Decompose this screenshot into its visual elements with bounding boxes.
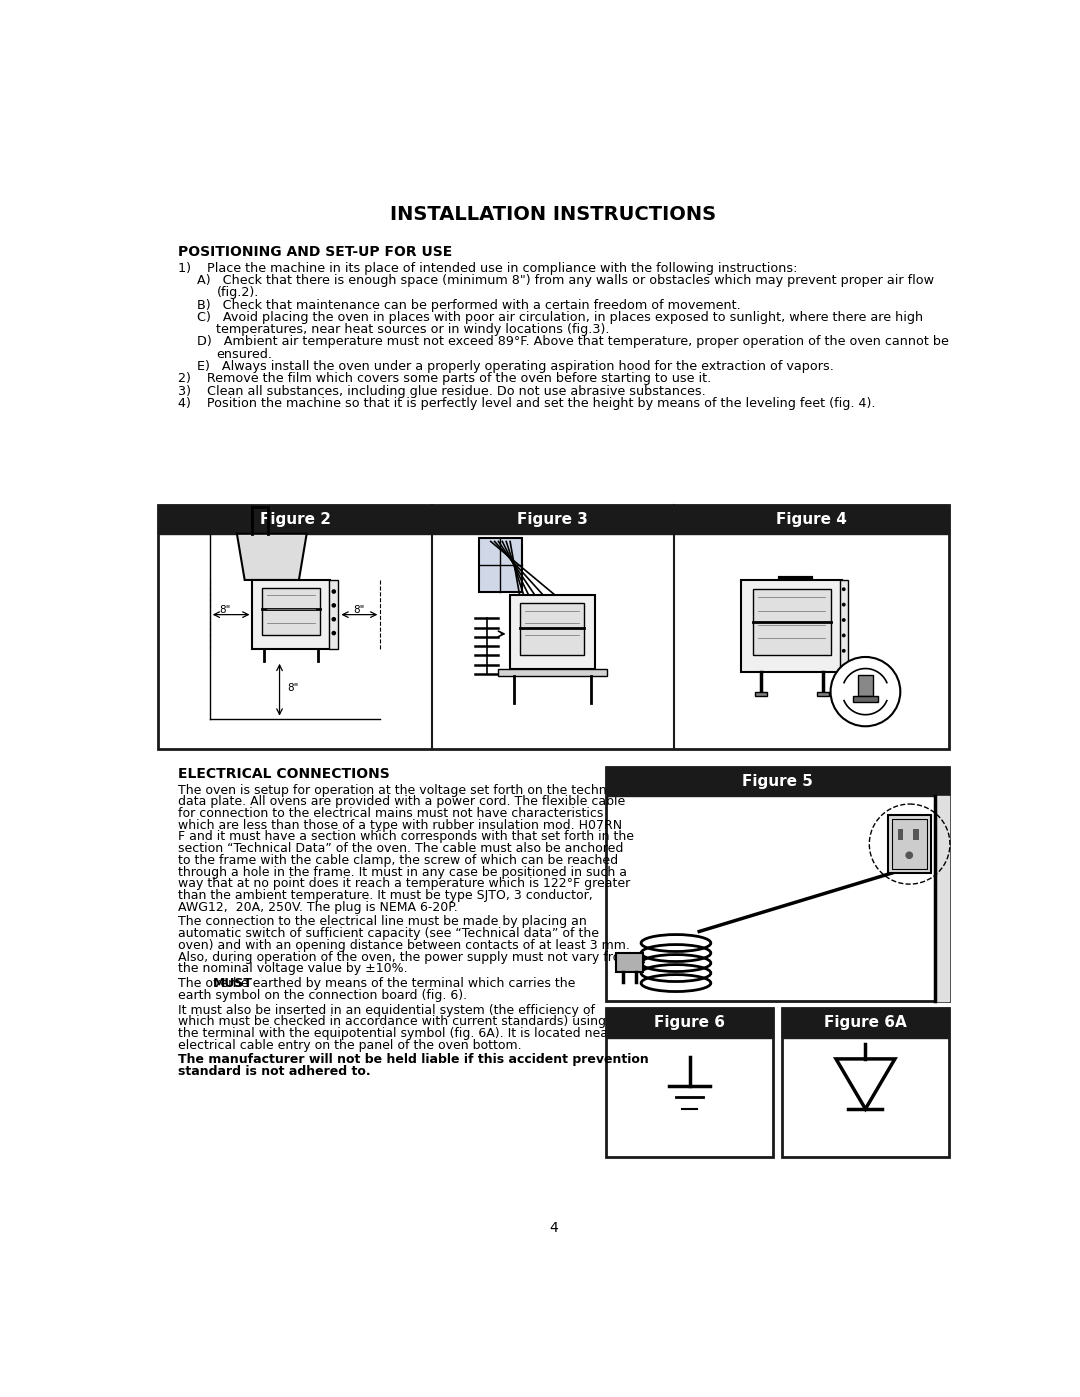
Bar [480,538,522,591]
Bar [897,828,903,840]
Text: F and it must have a section which corresponds with that set forth in the: F and it must have a section which corre… [177,830,634,844]
Text: automatic switch of sufficient capacity (see “Technical data” of the: automatic switch of sufficient capacity … [177,928,598,940]
Text: 8": 8" [219,605,231,615]
Circle shape [841,617,846,622]
Text: Figure 5: Figure 5 [742,774,813,789]
Text: electrical cable entry on the panel of the oven bottom.: electrical cable entry on the panel of t… [177,1038,522,1052]
Bar [753,590,831,655]
Circle shape [841,587,846,591]
Text: C)   Avoid placing the oven in places with poor air circulation, in places expos: C) Avoid placing the oven in places with… [197,312,923,324]
Text: 2)    Remove the film which covers some parts of the oven before starting to use: 2) Remove the film which covers some par… [177,373,711,386]
Text: which must be checked in accordance with current standards) using: which must be checked in accordance with… [177,1016,606,1028]
Bar [858,675,874,696]
Circle shape [332,590,336,594]
Text: Figure 6A: Figure 6A [824,1016,907,1031]
Text: 8": 8" [353,605,365,615]
Bar [510,595,595,669]
Text: the terminal with the equipotential symbol (fig. 6A). It is located near the: the terminal with the equipotential symb… [177,1027,637,1039]
Bar [159,504,432,534]
Text: 4)    Position the machine so that it is perfectly level and set the height by m: 4) Position the machine so that it is pe… [177,397,875,411]
Bar [840,580,848,672]
Text: B)   Check that maintenance can be performed with a certain freedom of movement.: B) Check that maintenance can be perform… [197,299,741,312]
Text: The manufacturer will not be held liable if this accident prevention: The manufacturer will not be held liable… [177,1053,648,1066]
Text: than the ambient temperature. It must be type SJTO, 3 conductor,: than the ambient temperature. It must be… [177,888,592,902]
Text: data plate. All ovens are provided with a power cord. The flexible cable: data plate. All ovens are provided with … [177,795,625,809]
Bar [853,696,878,703]
Text: The oven: The oven [177,977,240,990]
Bar [616,953,644,971]
Text: section “Technical Data” of the oven. The cable must also be anchored: section “Technical Data” of the oven. Th… [177,842,623,855]
Text: D)   Ambient air temperature must not exceed 89°F. Above that temperature, prope: D) Ambient air temperature must not exce… [197,335,949,348]
Text: The connection to the electrical line must be made by placing an: The connection to the electrical line mu… [177,915,586,929]
Bar [159,504,948,749]
Bar [606,1009,773,1157]
Circle shape [831,657,901,726]
Circle shape [841,633,846,637]
Text: AWG12,  20A, 250V. The plug is NEMA 6-20P.: AWG12, 20A, 250V. The plug is NEMA 6-20P… [177,901,457,914]
Polygon shape [237,534,307,580]
Bar [606,767,948,1000]
Bar [816,692,829,696]
Text: Figure 2: Figure 2 [259,511,330,527]
Bar [892,819,927,869]
Circle shape [332,617,336,622]
Text: MUST: MUST [213,977,253,990]
Text: POSITIONING AND SET-UP FOR USE: POSITIONING AND SET-UP FOR USE [177,244,451,258]
Text: INSTALLATION INSTRUCTIONS: INSTALLATION INSTRUCTIONS [391,204,716,224]
Bar [674,504,948,534]
Bar [606,767,948,796]
Text: earth symbol on the connection board (fig. 6).: earth symbol on the connection board (fi… [177,989,467,1002]
Bar [499,669,607,676]
Text: Figure 6: Figure 6 [654,1016,725,1031]
Text: 8": 8" [287,683,299,693]
Bar [913,828,918,840]
Text: to the frame with the cable clamp, the screw of which can be reached: to the frame with the cable clamp, the s… [177,854,618,868]
Bar [782,1009,948,1038]
Text: for connection to the electrical mains must not have characteristics: for connection to the electrical mains m… [177,807,603,820]
Text: standard is not adhered to.: standard is not adhered to. [177,1065,370,1078]
Bar [262,588,320,636]
Text: Figure 3: Figure 3 [517,511,589,527]
Text: be earthed by means of the terminal which carries the: be earthed by means of the terminal whic… [229,977,575,990]
Circle shape [332,604,336,608]
Bar [432,504,674,534]
Text: which are less than those of a type with rubber insulation mod. H07RN: which are less than those of a type with… [177,819,622,831]
Text: The oven is setup for operation at the voltage set forth on the technical: The oven is setup for operation at the v… [177,784,627,796]
Bar [521,604,583,655]
Text: way that at no point does it reach a temperature which is 122°F greater: way that at no point does it reach a tem… [177,877,630,890]
Bar [329,580,338,650]
Text: 3)    Clean all substances, including glue residue. Do not use abrasive substanc: 3) Clean all substances, including glue … [177,384,705,398]
Circle shape [841,648,846,652]
Text: E)   Always install the oven under a properly operating aspiration hood for the : E) Always install the oven under a prope… [197,360,834,373]
Text: 4: 4 [549,1221,558,1235]
Text: ELECTRICAL CONNECTIONS: ELECTRICAL CONNECTIONS [177,767,390,781]
Bar [782,1009,948,1157]
Text: oven) and with an opening distance between contacts of at least 3 mm.: oven) and with an opening distance betwe… [177,939,630,951]
Text: Figure 4: Figure 4 [775,511,847,527]
Text: Also, during operation of the oven, the power supply must not vary from: Also, during operation of the oven, the … [177,950,632,964]
Text: A)   Check that there is enough space (minimum 8") from any walls or obstacles w: A) Check that there is enough space (min… [197,274,934,286]
Circle shape [905,851,913,859]
Bar [889,816,931,873]
Bar [606,1009,773,1038]
Bar [253,580,329,650]
Text: (fig.2).: (fig.2). [216,286,259,299]
Text: through a hole in the frame. It must in any case be positioned in such a: through a hole in the frame. It must in … [177,866,626,879]
Text: 1)    Place the machine in its place of intended use in compliance with the foll: 1) Place the machine in its place of int… [177,261,797,275]
Text: ensured.: ensured. [216,348,272,360]
Bar [742,580,842,672]
Text: It must also be inserted in an equidential system (the efficiency of: It must also be inserted in an equidenti… [177,1003,595,1017]
Text: the nominal voltage value by ±10%.: the nominal voltage value by ±10%. [177,963,407,975]
Text: temperatures, near heat sources or in windy locations (fig.3).: temperatures, near heat sources or in wi… [216,323,610,337]
Circle shape [332,631,336,636]
Bar [755,692,767,696]
Circle shape [841,602,846,606]
